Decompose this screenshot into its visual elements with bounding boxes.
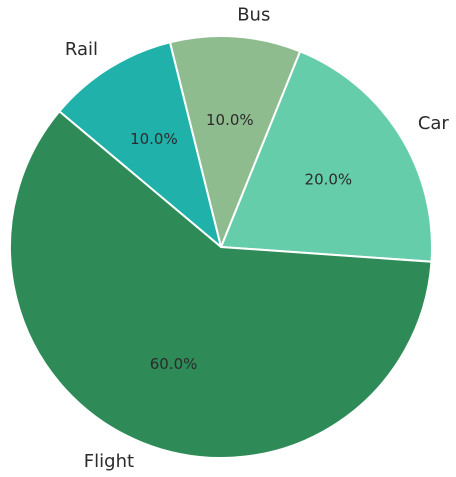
category-label-car: Car: [418, 113, 450, 134]
pie-slice-flight: [9, 109, 433, 459]
percent-label-bus: 10.0%: [206, 111, 254, 129]
category-label-flight: Flight: [84, 451, 134, 472]
percent-label-car: 20.0%: [305, 170, 353, 188]
pie-labels: Car 20.0% Bus 10.0% Rail 10.0% Flight 60.0%: [65, 4, 450, 472]
percent-label-flight: 60.0%: [150, 355, 198, 373]
pie-slice-car: [219, 50, 433, 263]
percent-label-rail: 10.0%: [130, 130, 178, 148]
category-label-rail: Rail: [65, 39, 98, 60]
pie-slice-bus: [168, 35, 302, 251]
pie-slice-rail: [57, 41, 223, 250]
pie-slices: [9, 35, 433, 459]
category-label-bus: Bus: [237, 4, 270, 25]
